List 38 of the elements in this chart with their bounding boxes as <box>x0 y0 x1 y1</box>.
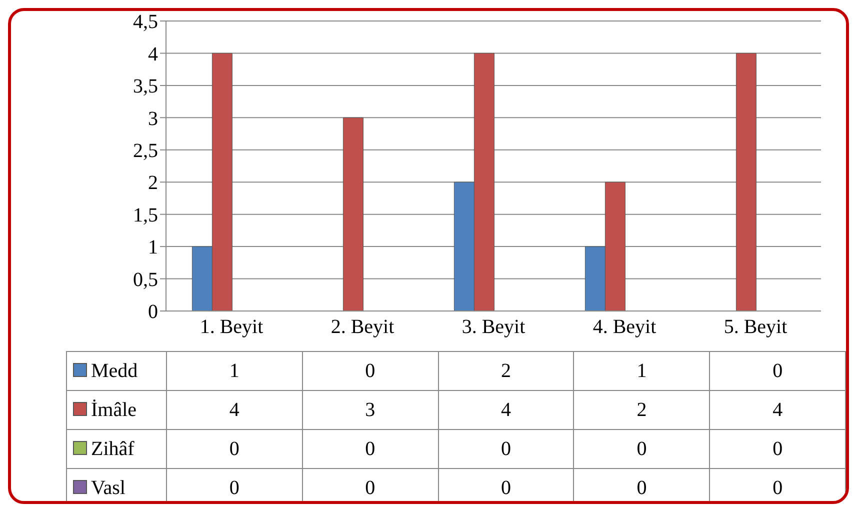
data-label: 3 <box>302 390 438 430</box>
data-label: 2 <box>438 352 574 390</box>
y-tick-label: 0,5 <box>133 268 158 291</box>
x-tick-label: 1. Beyit <box>200 316 264 338</box>
legend-label: İmâle <box>66 390 166 430</box>
y-tick-label: 0 <box>148 301 158 324</box>
data-label: 0 <box>302 430 438 468</box>
x-tick-label: 3. Beyit <box>462 316 526 338</box>
data-label: 0 <box>710 352 846 390</box>
y-tick-label: 2,5 <box>133 140 158 162</box>
x-tick-label: 4. Beyit <box>592 316 657 338</box>
x-tick-label: 2. Beyit <box>330 316 395 338</box>
y-tick-label: 4 <box>148 43 158 66</box>
data-label: 4 <box>710 390 846 430</box>
y-tick-label: 2 <box>148 172 158 194</box>
data-label: 0 <box>364 476 376 500</box>
y-tick-label: 1 <box>148 236 158 259</box>
data-label: 0 <box>636 476 648 500</box>
legend-label: Vasl <box>90 476 126 500</box>
y-tick-label: 3,5 <box>133 76 158 98</box>
data-label: 0 <box>710 430 846 468</box>
y-tick-label: 3 <box>148 108 158 130</box>
y-tick-label: 4,5 <box>133 11 158 34</box>
data-label: 1 <box>574 352 710 390</box>
legend-label: Zihâf <box>66 430 166 468</box>
y-tick-label: 1,5 <box>133 204 158 226</box>
data-label: 0 <box>302 352 438 390</box>
legend-label: Medd <box>66 352 166 390</box>
x-tick-label: 5. Beyit <box>724 316 788 338</box>
data-label: 0 <box>438 430 574 468</box>
bar <box>736 52 756 311</box>
bar <box>342 117 364 311</box>
data-label: 2 <box>574 390 710 430</box>
data-label: 0 <box>228 476 240 500</box>
data-label: 0 <box>500 476 512 500</box>
data-label: 0 <box>772 476 784 500</box>
data-label: 4 <box>438 390 574 430</box>
data-label: 0 <box>574 430 710 468</box>
